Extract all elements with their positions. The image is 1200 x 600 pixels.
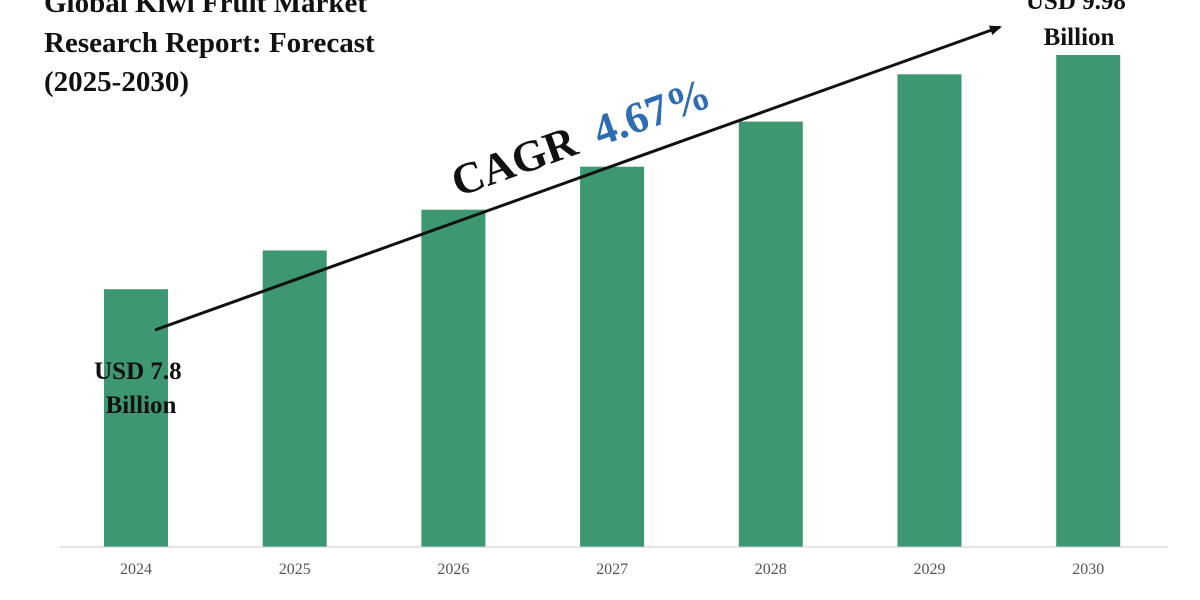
start-value-label: USD 7.8 Billion [94,358,188,419]
bar-2026 [421,209,486,547]
x-tick-labels: 2024 2025 2026 2027 2028 2029 2030 [120,561,1104,578]
bar-2027 [580,166,645,547]
title-line-3: (2025-2030) [44,66,189,98]
bar-group [104,55,1121,548]
x-tick-label-2025: 2025 [279,561,311,578]
bar-2029 [897,74,962,548]
x-tick-label-2030: 2030 [1072,561,1104,578]
end-value-label: USD 9.98 Billion [1026,0,1132,51]
end-value-line-2: Billion [1044,24,1115,51]
start-value-line-1: USD 7.8 [94,358,182,385]
growth-arrow [154,25,1002,332]
x-tick-label-2029: 2029 [914,561,946,578]
chart-title: Global Kiwi Fruit Market Research Report… [44,0,382,98]
bar-2025 [262,250,327,547]
bar-2028 [738,121,803,547]
bar-2030 [1056,55,1121,547]
bar-2024 [104,289,168,547]
x-tick-label-2024: 2024 [120,561,152,578]
x-tick-label-2027: 2027 [596,561,628,578]
start-value-line-2: Billion [106,392,177,419]
cagr-value: 4.67% [587,69,717,156]
title-line-1: Global Kiwi Fruit Market [44,0,367,19]
x-tick-label-2028: 2028 [755,561,787,578]
x-tick-label-2026: 2026 [437,561,469,578]
end-value-line-1: USD 9.98 [1026,0,1126,15]
cagr-label: CAGR [445,116,585,206]
title-line-2: Research Report: Forecast [44,27,375,59]
